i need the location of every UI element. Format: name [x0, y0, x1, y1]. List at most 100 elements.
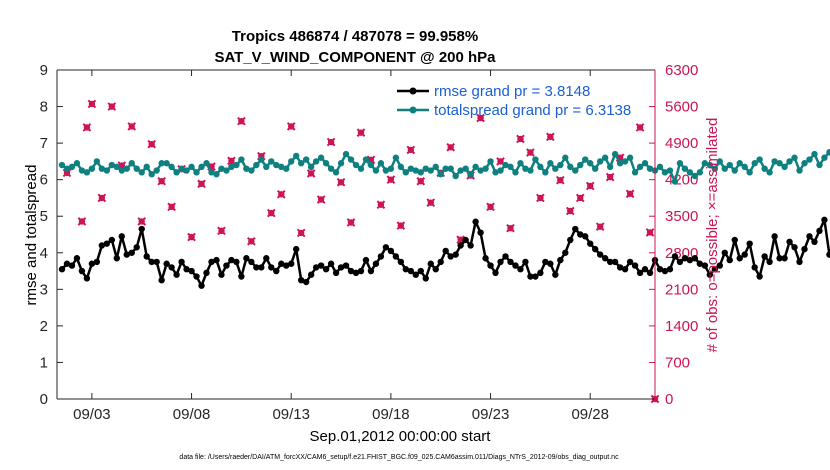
series-point-totalspread — [731, 167, 738, 174]
series-point-rmse — [283, 262, 290, 269]
series-point-rmse — [342, 262, 350, 269]
obs-assimilated-stroke — [286, 122, 296, 131]
series-point-totalspread — [362, 156, 370, 163]
series-point-totalspread — [377, 160, 385, 167]
series-point-rmse — [427, 260, 434, 267]
series-point-rmse — [288, 260, 295, 267]
series-point-rmse — [412, 271, 419, 278]
series-point-totalspread — [163, 160, 170, 167]
x-tick-label: 09/03 — [73, 406, 111, 423]
obs-assimilated-point — [476, 113, 485, 123]
series-point-rmse — [357, 267, 365, 275]
series-point-rmse — [258, 264, 265, 271]
series-point-rmse — [716, 262, 723, 269]
series-point-totalspread — [502, 161, 509, 169]
obs-assimilated-stroke — [486, 202, 495, 212]
series-point-rmse — [512, 262, 519, 269]
obs-assimilated-stroke — [87, 99, 97, 109]
series-point-rmse — [407, 267, 415, 275]
series-point-totalspread — [427, 167, 434, 174]
series-point-rmse — [68, 262, 76, 269]
series-point-rmse — [776, 255, 783, 262]
series-point-rmse — [352, 269, 360, 277]
series-point-totalspread — [821, 154, 828, 161]
series-point-rmse — [208, 258, 215, 266]
data-file-footer: data file: /Users/raeder/DAI/ATM_forcXX/… — [179, 454, 619, 461]
series-point-rmse — [766, 258, 773, 266]
obs-assimilated-point — [197, 179, 206, 189]
series-point-rmse — [796, 258, 803, 266]
y-tick-label-right: 4900 — [665, 135, 698, 152]
obs-assimilated-stroke — [296, 228, 306, 238]
series-point-totalspread — [671, 178, 679, 185]
obs-assimilated-point — [316, 195, 326, 204]
obs-assimilated-stroke — [356, 128, 366, 137]
obs-assimilated-stroke — [247, 236, 256, 246]
obs-assimilated-stroke — [376, 200, 386, 210]
series-point-totalspread — [477, 167, 484, 174]
series-point-rmse — [676, 258, 684, 266]
series-point-rmse — [681, 255, 689, 262]
series-point-rmse — [582, 233, 589, 240]
series-point-rmse — [163, 260, 170, 267]
obs-assimilated-point — [107, 102, 117, 111]
obs-assimilated-stroke — [416, 176, 426, 186]
series-point-rmse — [706, 271, 714, 278]
series-point-rmse — [223, 262, 230, 269]
series-point-rmse — [243, 255, 250, 262]
series-point-rmse — [327, 260, 335, 267]
series-point-rmse — [502, 253, 509, 260]
series-point-totalspread — [68, 163, 76, 171]
series-point-totalspread — [173, 169, 180, 176]
series-point-rmse — [293, 245, 300, 253]
series-point-totalspread — [691, 172, 699, 180]
series-point-totalspread — [83, 169, 91, 176]
series-point-totalspread — [118, 167, 125, 174]
series-point-totalspread — [437, 170, 444, 178]
series-point-totalspread — [58, 161, 66, 169]
series-point-rmse — [148, 258, 155, 266]
chart-title: Tropics 486874 / 487078 = 99.958% — [232, 28, 478, 45]
series-point-totalspread — [208, 169, 215, 176]
series-point-totalspread — [497, 167, 504, 174]
series-point-rmse — [636, 269, 644, 277]
obs-assimilated-stroke — [217, 226, 226, 236]
obs-assimilated-point — [486, 202, 495, 212]
obs-assimilated-stroke — [137, 217, 147, 226]
series-point-totalspread — [746, 169, 753, 176]
obs-assimilated-point — [147, 139, 156, 149]
series-point-rmse — [218, 271, 225, 278]
series-point-totalspread — [716, 158, 723, 165]
series-point-totalspread — [472, 163, 479, 171]
series-point-totalspread — [93, 158, 101, 165]
series-point-totalspread — [188, 163, 195, 171]
obs-assimilated-stroke — [595, 222, 605, 231]
series-point-totalspread — [791, 154, 798, 161]
obs-assimilated-point — [605, 172, 615, 182]
series-point-totalspread — [806, 156, 813, 163]
series-point-totalspread — [457, 167, 464, 174]
y-tick-label-right: 5600 — [665, 99, 698, 116]
series-point-rmse — [392, 253, 400, 260]
obs-assimilated-stroke — [476, 113, 485, 123]
series-point-totalspread — [572, 167, 579, 174]
plot-background — [57, 70, 655, 399]
series-point-rmse — [801, 245, 808, 253]
series-point-rmse — [307, 271, 315, 278]
obs-assimilated-point — [127, 122, 137, 131]
obs-assimilated-stroke — [556, 175, 565, 185]
series-point-rmse — [626, 258, 634, 266]
y-tick-label-right: 3500 — [665, 208, 698, 225]
x-tick-label: 09/28 — [571, 406, 609, 423]
series-point-totalspread — [542, 169, 549, 176]
series-point-totalspread — [507, 163, 514, 171]
series-point-rmse — [701, 262, 709, 269]
series-point-totalspread — [78, 167, 86, 174]
series-point-rmse — [552, 271, 559, 278]
series-point-totalspread — [312, 158, 320, 165]
x-tick-label: 09/13 — [272, 406, 310, 423]
series-point-rmse — [417, 267, 424, 275]
series-point-rmse — [666, 266, 674, 273]
series-point-totalspread — [631, 169, 639, 176]
series-point-rmse — [63, 260, 71, 267]
